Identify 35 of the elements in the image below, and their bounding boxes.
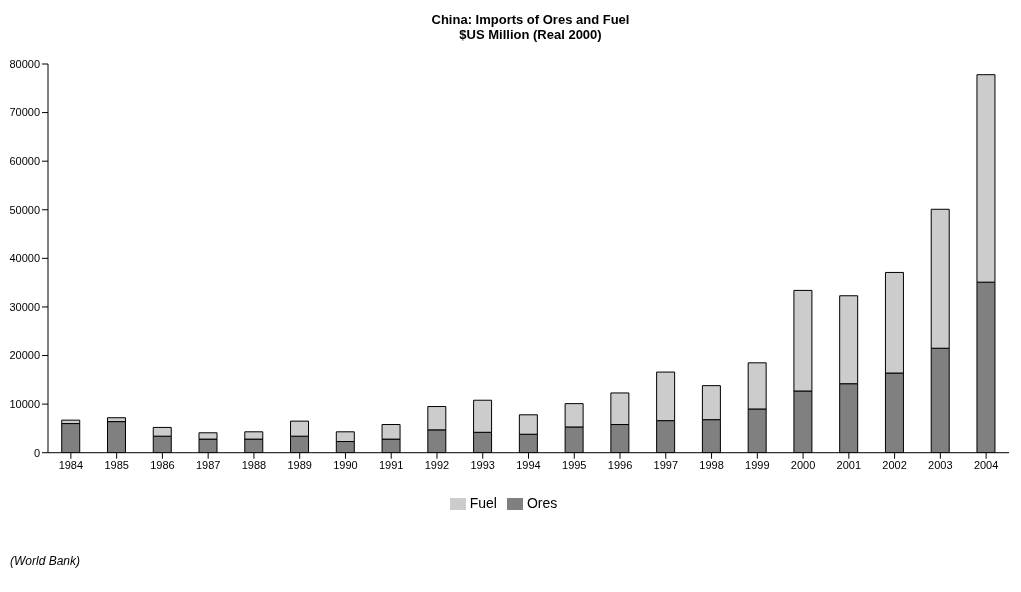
y-tick-label: 10000 <box>9 398 40 411</box>
chart-title: China: Imports of Ores and Fuel <box>430 12 631 27</box>
x-tick-label: 2000 <box>790 458 816 471</box>
x-tick-label: 1986 <box>150 458 175 471</box>
x-tick-label: 1996 <box>607 458 633 471</box>
y-tick-label: 80000 <box>9 57 40 70</box>
y-tick-label: 40000 <box>9 252 40 265</box>
x-tick-label: 1987 <box>195 458 221 471</box>
legend-label: Ores <box>526 494 558 511</box>
chart-subtitle: $US Million (Real 2000) <box>458 27 603 42</box>
y-tick-label: 70000 <box>9 106 40 119</box>
x-tick-label: 2003 <box>928 458 953 471</box>
x-tick-label: 1999 <box>745 458 770 471</box>
x-tick-label: 2002 <box>882 458 907 471</box>
x-tick-label: 1998 <box>699 458 724 471</box>
x-tick-label: 1992 <box>424 458 450 471</box>
y-tick-label: 60000 <box>9 155 40 168</box>
text: (World Bank) <box>10 554 81 568</box>
y-tick-label: 20000 <box>9 349 40 362</box>
x-tick-label: 1991 <box>378 458 404 471</box>
y-tick-label: 0 <box>33 446 40 459</box>
x-tick-label: 1990 <box>333 458 358 471</box>
x-tick-label: 1988 <box>241 458 267 471</box>
x-tick-label: 1985 <box>104 458 129 471</box>
x-tick-label: 2001 <box>836 458 862 471</box>
legend-label: Fuel <box>469 494 497 511</box>
x-tick-label: 1993 <box>470 458 495 471</box>
x-tick-label: 1984 <box>58 458 84 471</box>
y-tick-label: 50000 <box>9 203 40 216</box>
y-tick-label: 30000 <box>9 300 40 313</box>
x-tick-label: 1995 <box>562 458 587 471</box>
x-tick-label: 2004 <box>973 458 999 471</box>
x-tick-label: 1997 <box>653 458 679 471</box>
x-tick-label: 1989 <box>287 458 312 471</box>
x-tick-label: 1994 <box>516 458 541 471</box>
